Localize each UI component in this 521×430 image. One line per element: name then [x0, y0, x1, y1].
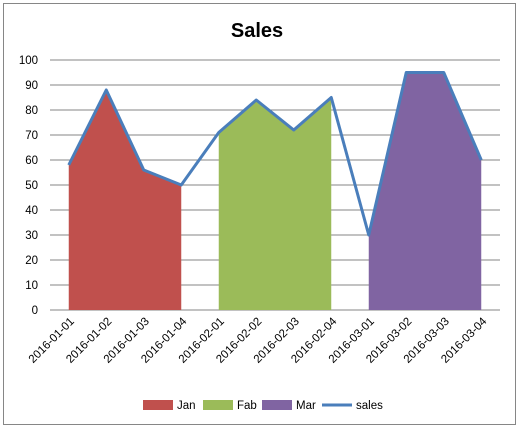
- y-tick-label: 90: [25, 80, 38, 92]
- legend-swatch: [203, 400, 233, 410]
- legend-label: Fab: [237, 400, 257, 412]
- y-tick-label: 100: [19, 55, 38, 67]
- area-fab: [218, 97, 332, 310]
- line-series: [67, 71, 483, 237]
- legend-label: Mar: [296, 400, 316, 412]
- area-jan: [68, 90, 182, 310]
- y-tick-label: 40: [25, 205, 38, 217]
- line-sales: [67, 71, 483, 237]
- y-tick-label: 30: [25, 230, 38, 242]
- area-series: [68, 72, 482, 310]
- chart-title: Sales: [231, 20, 283, 42]
- y-tick-label: 20: [25, 255, 38, 267]
- y-tick-label: 50: [25, 180, 38, 192]
- y-tick-label: 60: [25, 155, 38, 167]
- legend-label: Jan: [177, 400, 196, 412]
- legend-label: sales: [356, 400, 383, 412]
- legend: Jan Fab Mar sales: [143, 400, 383, 412]
- y-axis-ticks: 0 10 20 30 40 50 60 70 80 90 100: [19, 55, 38, 317]
- y-tick-label: 0: [32, 305, 38, 317]
- y-tick-label: 80: [25, 105, 38, 117]
- area-mar: [368, 72, 482, 310]
- legend-swatch: [262, 400, 292, 410]
- y-tick-label: 10: [25, 280, 38, 292]
- legend-swatch: [143, 400, 173, 410]
- y-tick-label: 70: [25, 130, 38, 142]
- x-axis-ticks: 2016-01-012016-01-022016-01-032016-01-04…: [27, 315, 490, 366]
